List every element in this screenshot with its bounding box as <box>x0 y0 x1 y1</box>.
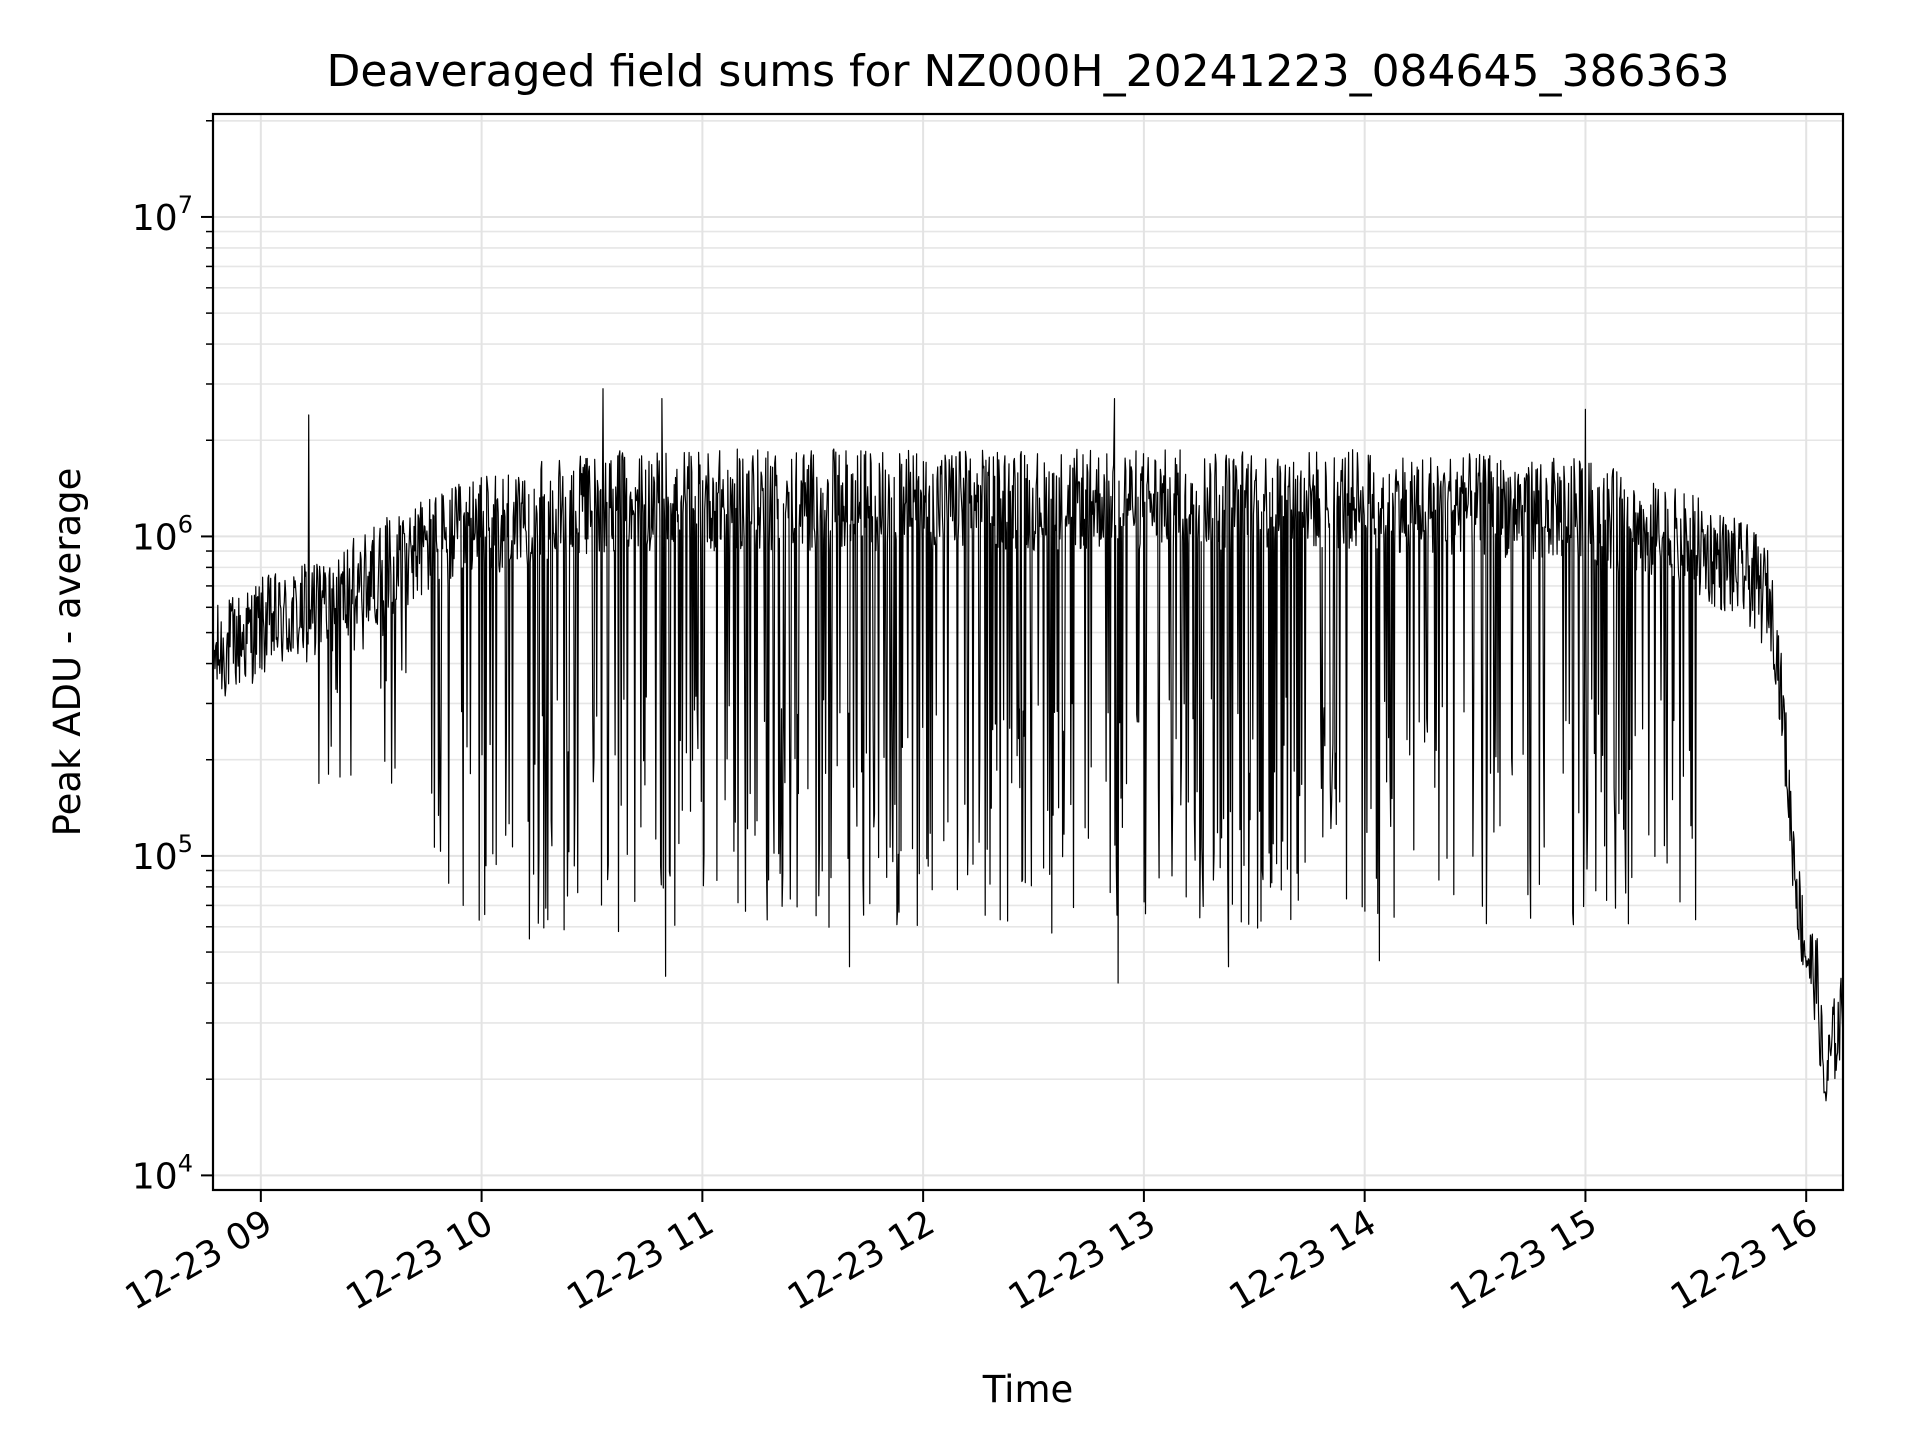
y-tick-label: 104 <box>132 1149 193 1197</box>
plot-clip <box>213 388 1843 1102</box>
y-tick-label: 107 <box>132 191 193 239</box>
y-tick-label: 106 <box>132 510 193 558</box>
plot-frame <box>211 112 1845 1192</box>
data-series-line <box>213 388 1843 1102</box>
y-tick-label: 105 <box>132 830 193 878</box>
x-axis-label: Time <box>982 1368 1074 1411</box>
chart-title: Deaveraged field sums for NZ000H_2024122… <box>327 46 1730 97</box>
y-axis-label: Peak ADU - average <box>46 468 89 837</box>
